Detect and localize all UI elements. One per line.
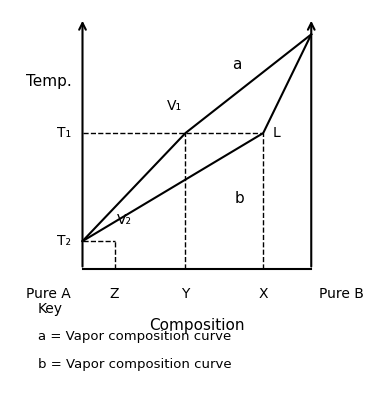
Text: b: b: [234, 191, 244, 206]
Text: a: a: [232, 57, 242, 72]
Text: X: X: [258, 287, 268, 300]
Text: V₂: V₂: [116, 213, 131, 227]
Text: Temp.: Temp.: [26, 74, 72, 89]
Text: T₁: T₁: [57, 126, 71, 140]
Text: b = Vapor composition curve: b = Vapor composition curve: [38, 358, 231, 371]
Text: Z: Z: [110, 287, 119, 300]
Text: T₂: T₂: [57, 234, 71, 248]
Text: L: L: [273, 126, 280, 140]
Text: Y: Y: [181, 287, 190, 300]
Text: Pure A: Pure A: [26, 287, 71, 300]
Text: Pure B: Pure B: [319, 287, 364, 300]
Text: a = Vapor composition curve: a = Vapor composition curve: [38, 330, 231, 343]
Text: V₁: V₁: [166, 99, 182, 113]
Text: Composition: Composition: [149, 318, 244, 333]
Text: Key: Key: [38, 302, 63, 316]
